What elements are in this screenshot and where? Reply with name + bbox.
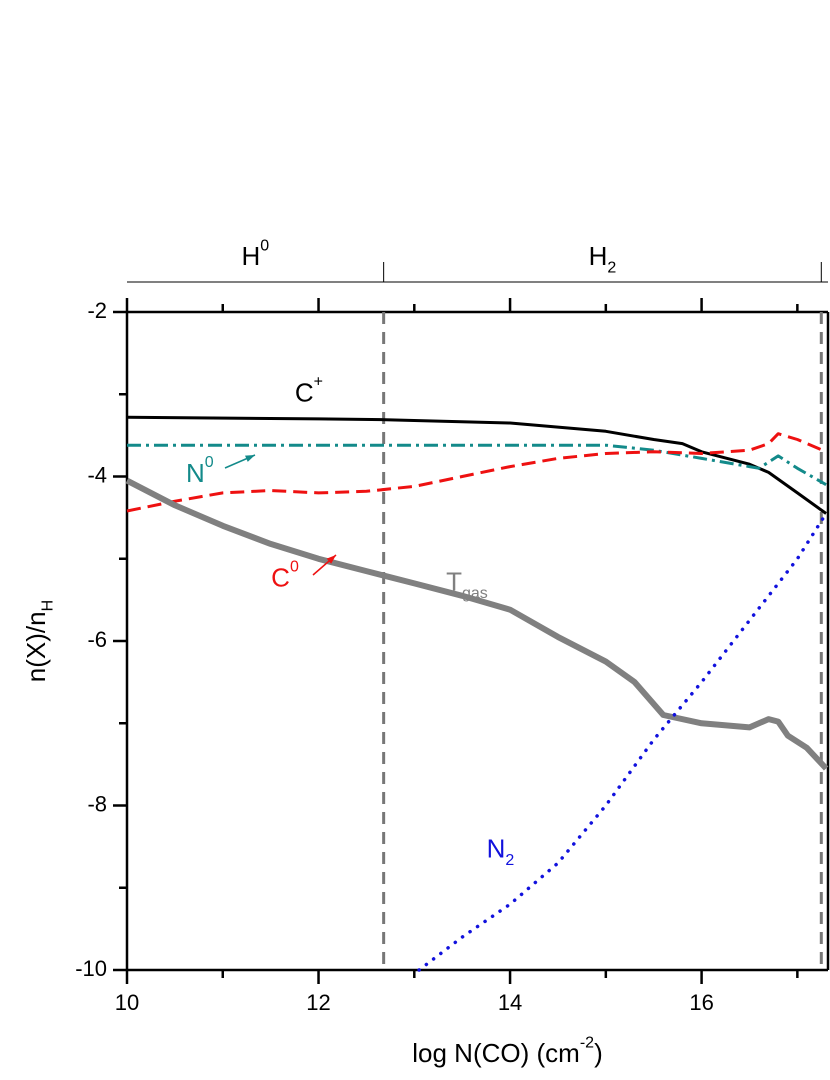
label-tail: ): [594, 1038, 603, 1068]
rich-label: n(X)/nH: [21, 600, 57, 682]
y-tick-label: -8: [87, 791, 107, 816]
label-sup: 0: [260, 238, 269, 255]
rich-label: N0: [186, 454, 214, 487]
x-tick-label: 10: [115, 990, 139, 1015]
label-base: C: [295, 377, 314, 407]
series-line: [126, 415, 827, 515]
x-tick-label: 14: [498, 990, 522, 1015]
arrow-head: [326, 555, 336, 564]
label-sub: H: [40, 600, 57, 612]
label-base: T: [446, 566, 462, 596]
series-line: [125, 477, 829, 771]
label-base: n(X)/n: [21, 611, 51, 682]
label-base: H: [589, 241, 608, 271]
rich-label: C0: [271, 559, 299, 592]
y-tick-label: -2: [87, 298, 107, 323]
y-tick-label: -4: [87, 462, 107, 487]
label-sub: gas: [462, 585, 488, 602]
label-sup: 0: [205, 454, 214, 471]
label-base: H: [241, 241, 260, 271]
label-sub: 2: [607, 260, 616, 277]
label-sup: 0: [290, 559, 299, 576]
rich-label: H2: [589, 241, 617, 277]
series-line: [127, 443, 827, 487]
rich-label: Tgas: [446, 566, 488, 602]
label-sub: 2: [505, 852, 514, 869]
arrow-head: [245, 455, 255, 462]
label-base: C: [271, 562, 290, 592]
label-sup: +: [314, 374, 323, 391]
label-sup: -2: [580, 1035, 594, 1052]
rich-label: C+: [295, 374, 323, 407]
x-tick-label: 16: [689, 990, 713, 1015]
rich-label: N2: [487, 834, 515, 870]
label-base: log N(CO) (cm: [412, 1038, 580, 1068]
rich-label: H0: [241, 238, 269, 271]
label-base: N: [487, 834, 506, 864]
rich-label: log N(CO) (cm-2): [412, 1035, 602, 1068]
series-line: [417, 511, 828, 972]
y-tick-label: -6: [87, 627, 107, 652]
series-line: [126, 432, 827, 513]
label-base: N: [186, 458, 205, 488]
y-tick-label: -10: [75, 956, 107, 981]
x-tick-label: 12: [306, 990, 330, 1015]
